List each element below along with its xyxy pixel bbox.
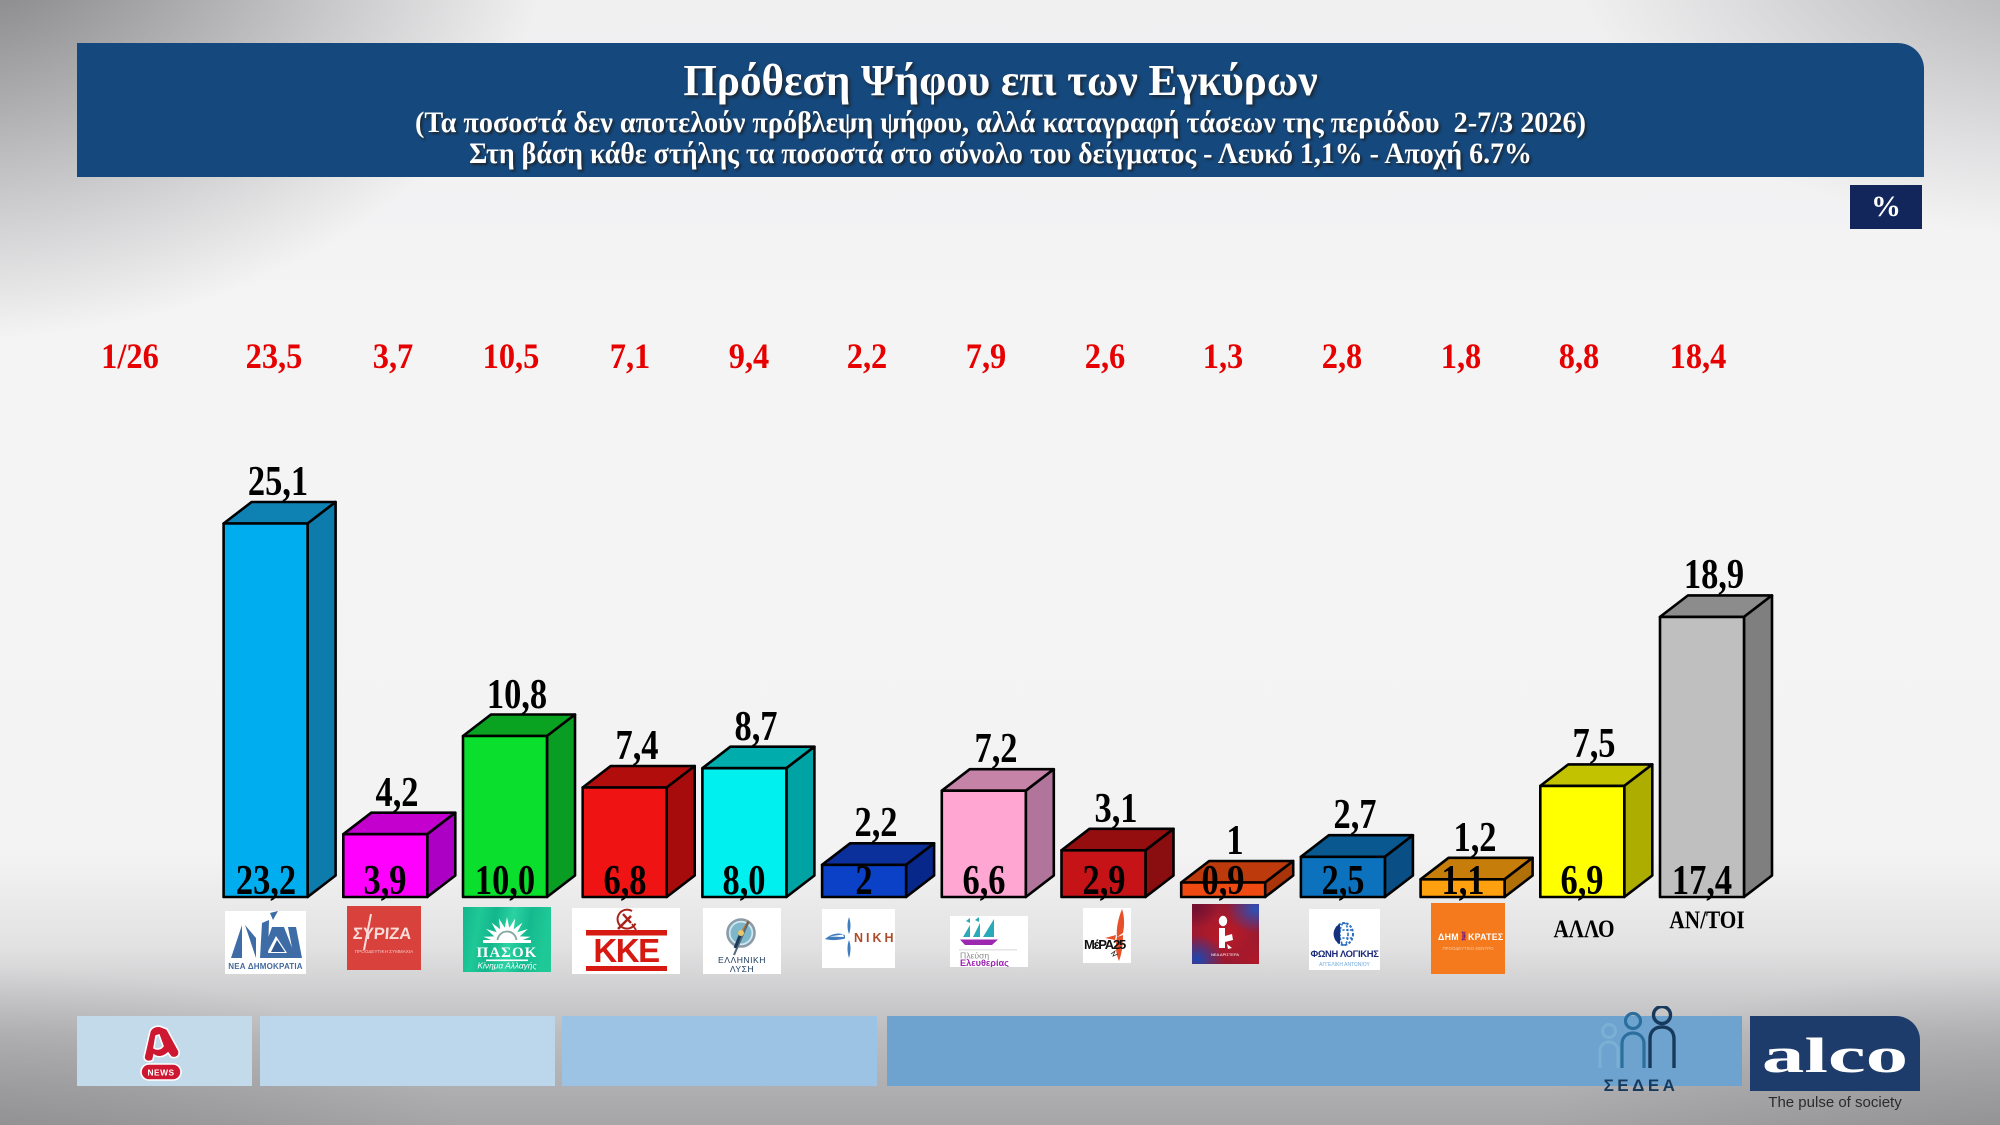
svg-text:KKE: KKE (593, 932, 659, 969)
svg-text:ΝΕΑ ΑΡΙΣΤΕΡΑ: ΝΕΑ ΑΡΙΣΤΕΡΑ (1211, 952, 1239, 957)
svg-text:ΣΥΡΙΖΑ: ΣΥΡΙΖΑ (352, 924, 412, 943)
svg-text:ΠΑΣΟΚ: ΠΑΣΟΚ (477, 945, 538, 961)
svg-text:ΜέΡΑ25: ΜέΡΑ25 (1084, 937, 1126, 952)
svg-text:NEWS: NEWS (147, 1068, 174, 1078)
svg-text:Ελευθερίας: Ελευθερίας (960, 958, 1009, 967)
svg-text:ΛΥΣΗ: ΛΥΣΗ (730, 964, 754, 974)
svg-text:ΠΡΟΟΔΕΥΤΙΚΗ ΣΥΜΜΑΧΙΑ: ΠΡΟΟΔΕΥΤΙΚΗ ΣΥΜΜΑΧΙΑ (355, 949, 414, 954)
svg-text:ΦΩΝΗ ΛΟΓΙΚΗΣ: ΦΩΝΗ ΛΟΓΙΚΗΣ (1310, 948, 1379, 959)
svg-text:ΔΗΜ: ΔΗΜ (1438, 932, 1459, 942)
svg-text:ΝΕΑ ΔΗΜΟΚΡΑΤΙΑ: ΝΕΑ ΔΗΜΟΚΡΑΤΙΑ (228, 962, 303, 971)
svg-text:ΝΙΚΗ: ΝΙΚΗ (854, 931, 895, 945)
svg-text:ΚΡΑΤΕΣ: ΚΡΑΤΕΣ (1468, 932, 1504, 942)
svg-text:ΑΓΓΕΛΙΚΗ ΑΝΤΩΝΙΟΥ: ΑΓΓΕΛΙΚΗ ΑΝΤΩΝΙΟΥ (1319, 962, 1370, 968)
svg-text:ΕΛΛΗΝΙΚΗ: ΕΛΛΗΝΙΚΗ (718, 955, 766, 965)
svg-text:Κίνημα Αλλαγής: Κίνημα Αλλαγής (477, 961, 537, 971)
svg-text:ΠΡΟΟΔΕΥΤΙΚΟ ΚΕΝΤΡΟ: ΠΡΟΟΔΕΥΤΙΚΟ ΚΕΝΤΡΟ (1442, 946, 1494, 951)
svg-text:ΣΕΔΕΑ: ΣΕΔΕΑ (1604, 1076, 1679, 1095)
svg-text:Πλεύση: Πλεύση (960, 951, 989, 961)
